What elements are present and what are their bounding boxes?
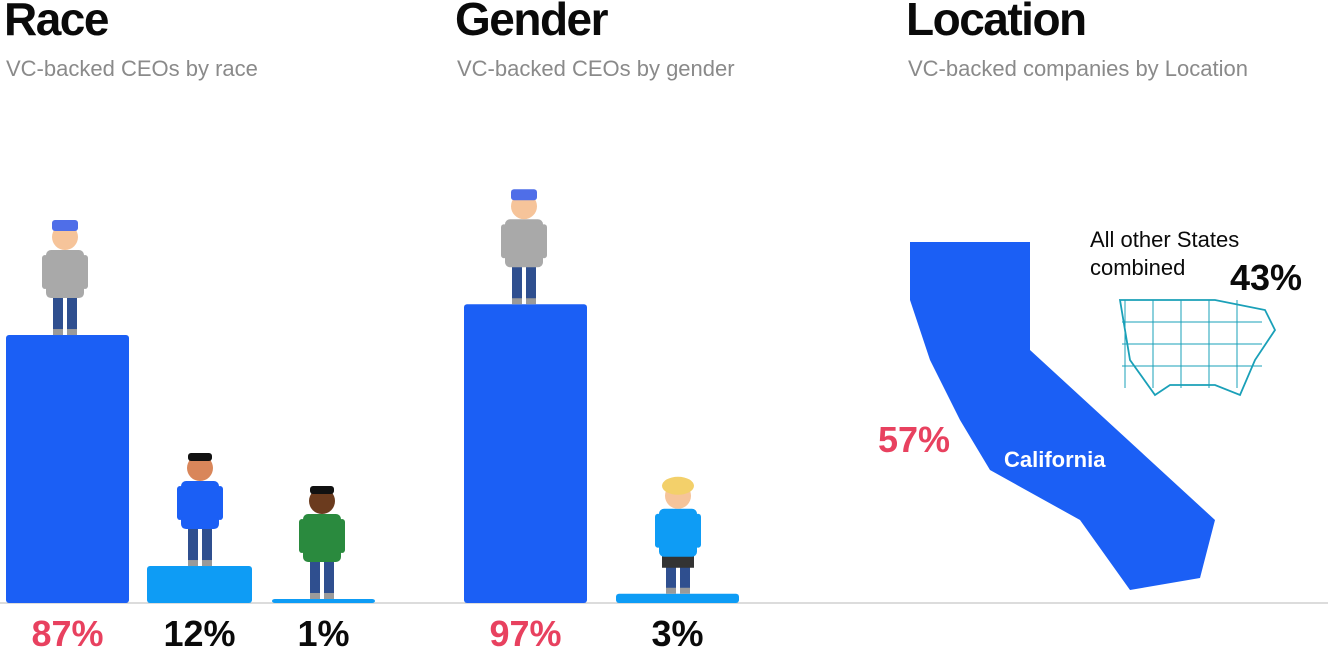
- head: [187, 455, 213, 482]
- pct-label-race-0: 87%: [31, 613, 103, 650]
- arm: [82, 255, 88, 290]
- shoe: [526, 298, 536, 305]
- hair: [310, 486, 334, 494]
- pct-label-race-1: 12%: [163, 613, 235, 650]
- white-man-icon: [42, 220, 88, 336]
- arm: [695, 513, 701, 548]
- other-states-pct: 43%: [1230, 257, 1302, 298]
- hair: [662, 476, 694, 495]
- shoe: [324, 593, 334, 599]
- pct-label-race-2: 1%: [297, 613, 349, 650]
- man-icon: [501, 189, 547, 305]
- race-subtitle: VC-backed CEOs by race: [6, 56, 258, 81]
- arm: [177, 486, 183, 521]
- cap: [511, 189, 537, 201]
- leg: [324, 561, 334, 595]
- leg: [512, 266, 522, 301]
- bar-gender-1: [616, 593, 739, 603]
- arm: [501, 224, 507, 259]
- arm: [655, 513, 661, 548]
- man-icon: [177, 453, 223, 567]
- leg: [67, 297, 77, 332]
- pct-label-gender-0: 97%: [489, 613, 561, 650]
- california-pct: 57%: [878, 419, 950, 460]
- shoe: [666, 587, 676, 594]
- pct-label-gender-1: 3%: [651, 613, 703, 650]
- woman-icon: [655, 476, 701, 594]
- arm: [541, 224, 547, 259]
- man-icon: [299, 486, 345, 599]
- bar-race-2: [272, 599, 375, 603]
- leg: [53, 297, 63, 332]
- leg: [526, 266, 536, 301]
- shoe: [680, 587, 690, 594]
- head: [309, 488, 335, 514]
- torso: [303, 514, 341, 562]
- bar-gender-0: [464, 304, 587, 603]
- torso: [46, 250, 84, 299]
- location-title: Location: [906, 0, 1087, 45]
- arm: [42, 255, 48, 290]
- leg: [202, 528, 212, 563]
- torso: [659, 508, 697, 557]
- other-states-label: All other States combined: [1090, 227, 1239, 280]
- shoe: [512, 298, 522, 305]
- leg: [188, 528, 198, 563]
- bar-race-0: [6, 335, 129, 603]
- gender-subtitle: VC-backed CEOs by gender: [457, 56, 735, 81]
- shoe: [202, 560, 212, 567]
- arm: [217, 486, 223, 521]
- shoe: [53, 329, 63, 336]
- leg: [666, 555, 676, 590]
- shoe: [67, 329, 77, 336]
- california-label: California: [1004, 447, 1106, 472]
- location-subtitle: VC-backed companies by Location: [908, 56, 1248, 81]
- cap: [52, 220, 78, 232]
- arm: [339, 519, 345, 553]
- us-map-icon: [1118, 299, 1277, 397]
- arm: [299, 519, 305, 553]
- shoe: [310, 593, 320, 599]
- torso: [505, 219, 543, 268]
- leg: [310, 561, 320, 595]
- hair: [188, 453, 212, 462]
- leg: [680, 555, 690, 590]
- shoe: [188, 560, 198, 567]
- torso: [181, 481, 219, 530]
- race-title: Race: [4, 0, 109, 45]
- bar-race-1: [147, 566, 252, 603]
- gender-title: Gender: [455, 0, 609, 45]
- california-map-icon: [910, 242, 1215, 590]
